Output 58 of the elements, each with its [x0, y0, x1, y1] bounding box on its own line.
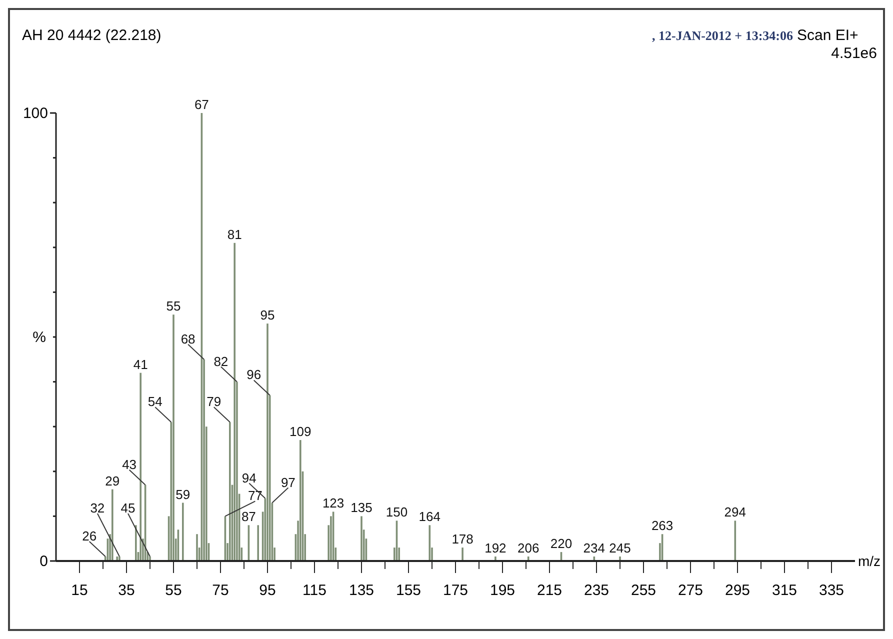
- annotation: 109: [290, 424, 312, 440]
- text: Scan EI+: [797, 27, 859, 44]
- x-tick-label: 235: [584, 582, 610, 599]
- chart-subtitle: , 12-JAN-2012 + 13:34:06: [652, 28, 794, 43]
- annotation: 192: [484, 540, 506, 556]
- x-tick-label: 135: [348, 582, 374, 599]
- annotation: 294: [724, 504, 746, 520]
- y-axis-title: %: [32, 329, 46, 346]
- annotation: 54: [148, 394, 162, 410]
- annotation: 245: [609, 540, 631, 556]
- annotation: 45: [120, 500, 136, 516]
- annotation: 135: [350, 500, 372, 516]
- x-tick-label: 15: [71, 582, 88, 599]
- annotation: 87: [241, 509, 256, 524]
- annotation: 32: [90, 500, 105, 516]
- x-tick-label: 335: [818, 582, 844, 599]
- annotation: 96: [246, 367, 262, 382]
- annotation: 41: [133, 356, 148, 372]
- x-tick-label: 295: [724, 582, 750, 599]
- annotation: 67: [194, 97, 209, 112]
- text: 4.51e6: [831, 45, 877, 62]
- x-tick-label: 55: [165, 582, 182, 599]
- annotation: 43: [122, 456, 137, 472]
- x-axis-title: m/z: [858, 553, 881, 569]
- x-tick-label: 275: [678, 582, 704, 599]
- annotation: 79: [206, 394, 222, 410]
- x-tick-label: 155: [396, 582, 422, 599]
- annotation: 150: [386, 504, 408, 520]
- annotation: 123: [322, 496, 344, 511]
- x-tick-label: 315: [772, 582, 798, 599]
- y-tick-label: 0: [40, 553, 48, 570]
- y-tick-label: 100: [22, 105, 48, 122]
- annotation: 81: [227, 226, 242, 242]
- annotation: 26: [82, 528, 97, 544]
- annotation: 29: [105, 473, 120, 488]
- annotation: 59: [176, 486, 190, 502]
- annotation: 263: [651, 518, 674, 534]
- annotation: 206: [518, 540, 540, 556]
- annotation: 68: [180, 331, 196, 346]
- annotation: 95: [260, 308, 275, 323]
- x-tick-label: 95: [259, 582, 276, 599]
- x-tick-label: 175: [442, 582, 468, 599]
- chart-title: AH 20 4442 (22.218): [22, 27, 162, 44]
- annotation: 234: [583, 540, 605, 556]
- x-tick-label: 215: [536, 582, 562, 599]
- x-tick-label: 115: [302, 582, 326, 599]
- annotation: 82: [214, 354, 228, 369]
- annotation: 55: [166, 298, 181, 314]
- annotation: 220: [550, 536, 572, 552]
- x-tick-label: 35: [118, 582, 135, 599]
- x-tick-label: 195: [490, 582, 516, 599]
- x-tick-label: 75: [212, 582, 229, 599]
- annotation: 178: [452, 532, 474, 547]
- annotation: 97: [280, 474, 296, 490]
- x-tick-label: 255: [630, 582, 656, 599]
- annotation: 164: [418, 509, 440, 524]
- annotation: 94: [242, 470, 256, 486]
- annotation: 77: [248, 488, 262, 504]
